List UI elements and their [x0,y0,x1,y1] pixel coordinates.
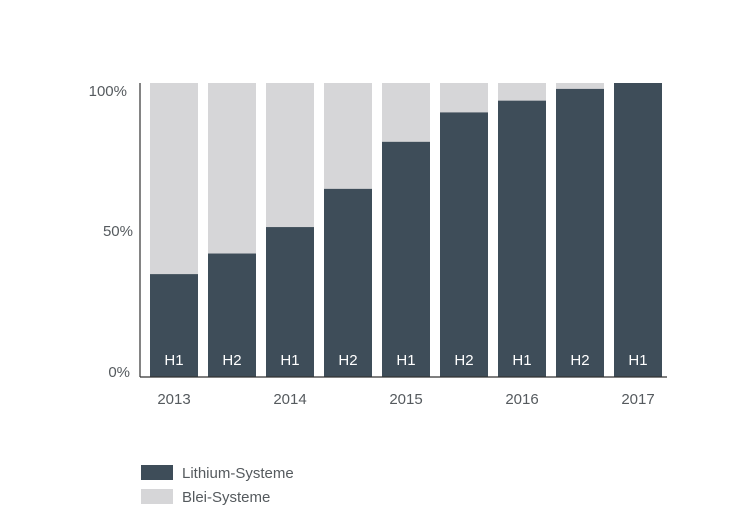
bar-lithium-0 [150,274,198,377]
bar-half-label-1: H2 [222,352,241,369]
legend-label-lithium: Lithium-Systeme [182,465,294,482]
bars-group: H1 H2 H1 H2 H1 H2 H1 H2 H1 [150,83,662,378]
x-year-label-1: 2014 [273,391,306,408]
x-year-label-2: 2015 [389,391,422,408]
y-tick-50: 50% [103,223,133,240]
bar-blei-2 [266,83,314,228]
bar-half-label-3: H2 [338,352,357,369]
bar-half-label-4: H1 [396,352,415,369]
bar-lithium-7 [556,88,604,377]
bar-blei-6 [498,83,546,101]
bar-half-label-0: H1 [164,352,183,369]
x-year-label-3: 2016 [505,391,538,408]
bar-lithium-1 [208,253,256,377]
bar-half-label-8: H1 [628,352,647,369]
legend: Lithium-Systeme Blei-Systeme [141,465,294,506]
bar-half-label-6: H1 [512,352,531,369]
x-year-labels: 2013 2014 2015 2016 2017 [157,391,654,408]
bar-lithium-5 [440,112,488,378]
legend-label-blei: Blei-Systeme [182,489,270,506]
legend-swatch-blei [141,489,173,504]
y-tick-0: 0% [108,364,130,381]
legend-swatch-lithium [141,465,173,480]
bar-half-label-5: H2 [454,352,473,369]
x-year-label-4: 2017 [621,391,654,408]
bar-blei-0 [150,83,198,275]
x-year-label-0: 2013 [157,391,190,408]
bar-lithium-3 [324,188,372,377]
bar-blei-7 [556,83,604,89]
bar-blei-5 [440,83,488,113]
bar-blei-1 [208,83,256,254]
bar-blei-4 [382,83,430,142]
bar-lithium-8 [614,83,662,377]
bar-lithium-4 [382,141,430,377]
bar-lithium-2 [266,227,314,377]
bar-half-label-7: H2 [570,352,589,369]
bar-half-label-2: H1 [280,352,299,369]
bar-blei-3 [324,83,372,189]
y-tick-100: 100% [89,83,127,100]
bar-lithium-6 [498,100,546,377]
